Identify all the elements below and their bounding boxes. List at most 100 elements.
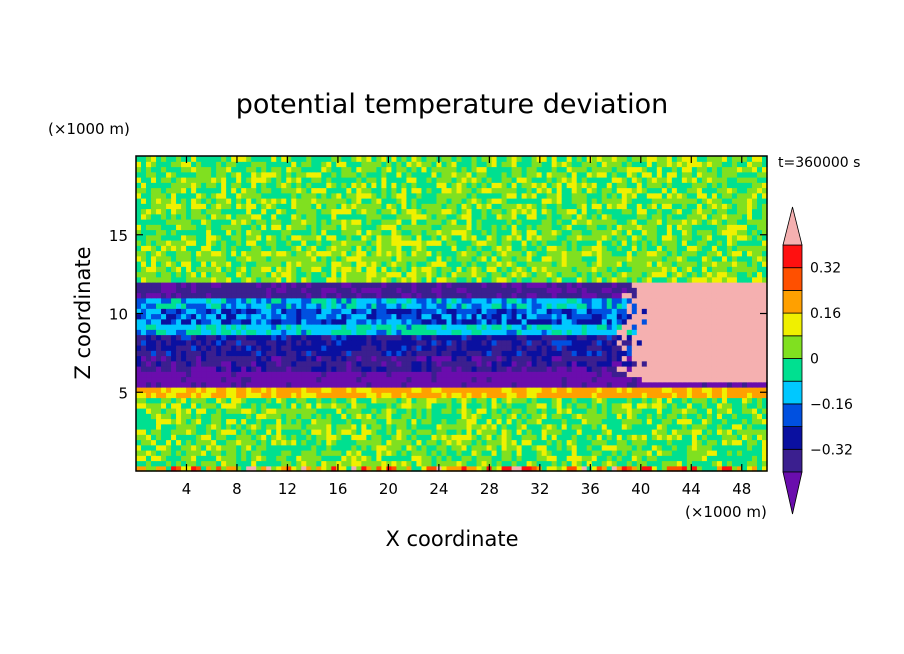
contour-cell [306,313,312,320]
contour-cell [441,434,448,441]
contour-cell [686,324,693,330]
contour-cell [551,345,558,351]
contour-cell [166,297,172,304]
contour-cell [241,339,247,346]
contour-cell [186,318,192,325]
contour-cell [586,371,593,378]
contour-cell [146,387,152,393]
contour-cell [706,308,713,315]
contour-cell [601,287,608,294]
contour-cell [386,297,393,304]
contour-cell [436,381,443,388]
contour-cell [531,329,538,336]
contour-cell [601,303,608,309]
contour-cell [696,303,703,309]
contour-cell [561,418,568,425]
contour-cell [411,444,418,451]
contour-cell [431,261,438,267]
contour-cell [296,308,302,315]
contour-cell [481,329,488,336]
contour-cell [471,418,478,425]
contour-cell [621,350,628,357]
contour-cell [516,376,523,383]
contour-cell [526,297,533,304]
contour-cell [371,381,377,388]
contour-cell [261,360,267,367]
contour-cell [186,381,192,388]
contour-cell [276,266,282,273]
contour-cell [241,439,247,446]
contour-cell [266,355,272,362]
contour-cell [221,392,227,399]
contour-cell [146,329,152,336]
contour-cell [561,450,568,456]
contour-cell [371,413,377,420]
contour-cell [256,345,262,351]
contour-cell [321,450,327,456]
contour-cell [361,366,367,372]
contour-cell [741,444,748,451]
contour-cell [186,465,192,472]
contour-cell [481,297,488,304]
contour-cell [136,271,142,278]
contour-cell [366,318,372,325]
contour-cell [636,402,643,409]
contour-cell [746,413,753,420]
contour-cell [721,381,728,388]
contour-cell [191,387,197,393]
contour-cell [586,387,593,393]
contour-cell [261,297,267,304]
contour-cell [601,423,608,430]
contour-cell [146,397,152,404]
contour-cell [761,329,768,336]
contour-cell [706,303,713,309]
contour-cell [396,360,403,367]
contour-cell [716,355,723,362]
contour-cell [451,381,458,388]
contour-cell [286,376,292,383]
contour-cell [321,292,327,299]
contour-cell [211,413,217,420]
contour-cell [346,271,352,278]
contour-cell [286,439,292,446]
contour-cell [266,334,272,341]
contour-cell [646,334,653,341]
contour-cell [191,397,197,404]
contour-cell [236,444,242,451]
contour-cell [411,266,418,273]
contour-cell [736,439,743,446]
contour-cell [661,355,668,362]
contour-cell [376,460,382,467]
contour-cell [231,439,237,446]
contour-cell [206,360,212,367]
contour-cell [221,355,227,362]
contour-cell [396,329,403,336]
contour-cell [196,439,202,446]
contour-cell [736,450,743,456]
contour-cell [201,345,207,351]
contour-cell [636,308,643,315]
contour-cell [181,444,187,451]
contour-cell [571,376,578,383]
contour-cell [346,334,352,341]
contour-cell [316,455,322,462]
contour-cell [661,450,668,456]
contour-cell [286,402,292,409]
contour-cell [326,387,332,393]
contour-cell [301,313,307,320]
contour-cell [231,271,237,278]
contour-cell [616,292,623,299]
contour-cell [626,444,633,451]
contour-cell [371,360,377,367]
contour-cell [751,392,758,399]
contour-cell [371,439,377,446]
contour-cell [731,318,738,325]
contour-cell [461,460,468,467]
contour-cell [676,297,683,304]
contour-cell [561,287,568,294]
contour-cell [216,392,222,399]
contour-cell [706,366,713,372]
contour-cell [696,381,703,388]
contour-cell [701,313,708,320]
contour-cell [161,360,167,367]
